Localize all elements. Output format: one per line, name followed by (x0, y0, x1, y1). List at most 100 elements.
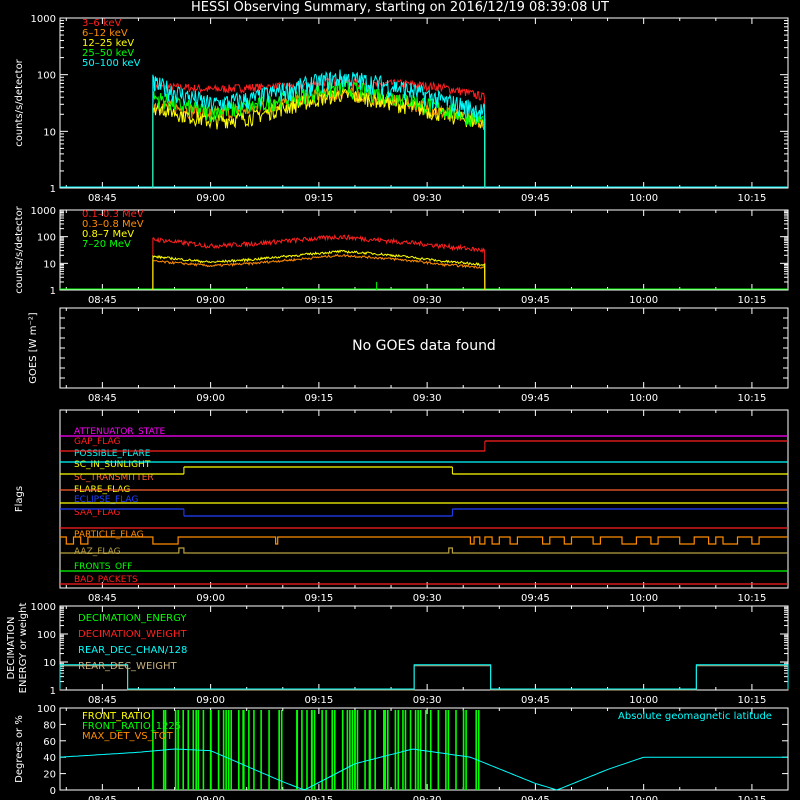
x-tick-label: 09:45 (521, 393, 550, 404)
panel-frame (59, 409, 789, 589)
panel-low: 08:45 09:00 09:15 09:30 09:45 10:00 10:15 1 10 10… (14, 14, 789, 204)
panel-goes: 08:45 09:00 09:15 09:30 09:45 10:00 10:15 GOES … (28, 307, 789, 404)
legend-entry: Absolute geomagnetic latitude (618, 711, 772, 722)
legend-entry: 12–25 keV (82, 38, 134, 49)
x-tick-label: 09:45 (521, 795, 550, 800)
legend-entry: MAX_DET_VS_TOT (82, 731, 174, 742)
x-tick-label: 09:15 (304, 593, 333, 604)
x-tick-label: 09:30 (413, 593, 442, 604)
y-tick-label: 100 (37, 71, 56, 82)
y-tick-label: 0 (50, 786, 56, 797)
x-tick-label: 09:00 (196, 695, 225, 706)
x-tick-label: 10:00 (629, 295, 658, 306)
flag-label: PARTICLE_FLAG (74, 530, 144, 540)
flag-label: AAZ_FLAG (74, 547, 121, 557)
legend-entry: REAR_DEC_CHAN/128 (78, 645, 187, 656)
x-tick-label: 09:15 (304, 393, 333, 404)
flag-label: GAP_FLAG (74, 437, 120, 447)
x-tick-label: 10:00 (629, 393, 658, 404)
panel-rat: 08:45 09:00 09:15 09:30 09:45 10:00 10:15 0 20 40… (14, 704, 789, 800)
flag-label: ECLIPSE_FLAG (74, 495, 138, 505)
legend-entry: 7–20 MeV (82, 239, 131, 250)
rear-dec-weight-trace (59, 665, 789, 691)
panel-frame (59, 209, 789, 291)
x-tick-label: 10:15 (737, 393, 766, 404)
y-tick-label: 80 (43, 720, 56, 731)
x-tick-label: 09:30 (413, 193, 442, 204)
aaz-flag-trace (60, 547, 788, 554)
x-tick-label: 10:00 (629, 695, 658, 706)
y-axis-label: GOES [W m⁻²] (28, 312, 39, 383)
legend-entry: FRONT_RATIO_1225 (82, 721, 181, 732)
y-tick-label: 20 (43, 770, 56, 781)
x-tick-label: 10:15 (737, 695, 766, 706)
no-data-message: No GOES data found (352, 338, 496, 354)
flag-label: ATTENUATOR_STATE (74, 427, 166, 437)
x-tick-label: 10:15 (737, 795, 766, 800)
x-tick-label: 09:00 (196, 193, 225, 204)
x-tick-label: 09:30 (413, 295, 442, 306)
y-axis-label: Flags (14, 486, 25, 512)
panel-frame (59, 17, 789, 189)
legend-entry: 0.3–0.8 MeV (82, 219, 144, 230)
y-tick-label: 1000 (31, 14, 56, 25)
y-axis-label: Degrees or % (14, 715, 25, 783)
x-tick-label: 09:30 (413, 393, 442, 404)
flag-label: POSSIBLE_FLARE (74, 449, 151, 459)
flag-label: SC_TRANSMITTER (74, 473, 154, 483)
x-tick-label: 09:00 (196, 295, 225, 306)
x-tick-label: 08:45 (88, 295, 117, 306)
y-axis-label: ENERGY or weight (18, 603, 29, 694)
y-tick-label: 1000 (31, 206, 56, 217)
y-tick-label: 100 (37, 704, 56, 715)
legend-entry: REAR_DEC_WEIGHT (78, 661, 177, 672)
legend-entry: 3–6 keV (82, 18, 121, 29)
x-tick-label: 10:15 (737, 193, 766, 204)
page-title: HESSI Observing Summary, starting on 201… (191, 0, 609, 15)
x-tick-label: 10:00 (629, 795, 658, 800)
y-tick-label: 10 (43, 127, 56, 138)
flag-label: SAA_FLAG (74, 508, 120, 518)
x-tick-label: 09:15 (304, 795, 333, 800)
x-tick-label: 08:45 (88, 393, 117, 404)
legend-entry: 0.1–0.3 MeV (82, 209, 144, 220)
x-tick-label: 09:15 (304, 295, 333, 306)
panel-flags: 08:45 09:00 09:15 09:30 09:45 10:00 10:15 Flags… (14, 409, 789, 604)
x-tick-label: 09:15 (304, 193, 333, 204)
panel-frame (59, 605, 789, 691)
rear-dec-chan-trace (59, 664, 789, 690)
series-0-3-0-8-mev (152, 253, 486, 291)
series-0-8-7-mev (152, 249, 486, 291)
particle-flag-trace (60, 536, 788, 545)
x-tick-label: 10:00 (629, 193, 658, 204)
legend-entry: 50–100 keV (82, 58, 141, 69)
series-12-25-kev (152, 88, 486, 189)
y-tick-label: 1 (50, 286, 56, 297)
x-tick-label: 09:30 (413, 695, 442, 706)
panel-frame (59, 707, 789, 791)
x-tick-label: 10:00 (629, 593, 658, 604)
flag-label: BAD_PACKETS (74, 575, 138, 585)
legend-entry: DECIMATION_ENERGY (78, 613, 187, 624)
x-tick-label: 08:45 (88, 795, 117, 800)
x-tick-label: 09:00 (196, 393, 225, 404)
series-0-1-0-3-mev (152, 234, 486, 291)
legend-entry: 0.8–7 MeV (82, 229, 134, 240)
x-tick-label: 09:45 (521, 193, 550, 204)
legend-entry: 6–12 keV (82, 28, 128, 39)
series-50-100-kev (152, 69, 486, 189)
legend-entry: FRONT_RATIO (82, 711, 151, 722)
x-tick-label: 09:45 (521, 295, 550, 306)
series-25-50-kev (152, 80, 486, 189)
x-tick-label: 09:45 (521, 695, 550, 706)
y-tick-label: 1000 (31, 602, 56, 613)
y-tick-label: 60 (43, 737, 56, 748)
y-tick-label: 10 (43, 259, 56, 270)
legend-entry: DECIMATION_WEIGHT (78, 629, 187, 640)
y-tick-label: 100 (37, 233, 56, 244)
flag-label: SC_IN_SUNLIGHT (74, 460, 151, 470)
x-tick-label: 10:15 (737, 295, 766, 306)
x-tick-label: 08:45 (88, 193, 117, 204)
